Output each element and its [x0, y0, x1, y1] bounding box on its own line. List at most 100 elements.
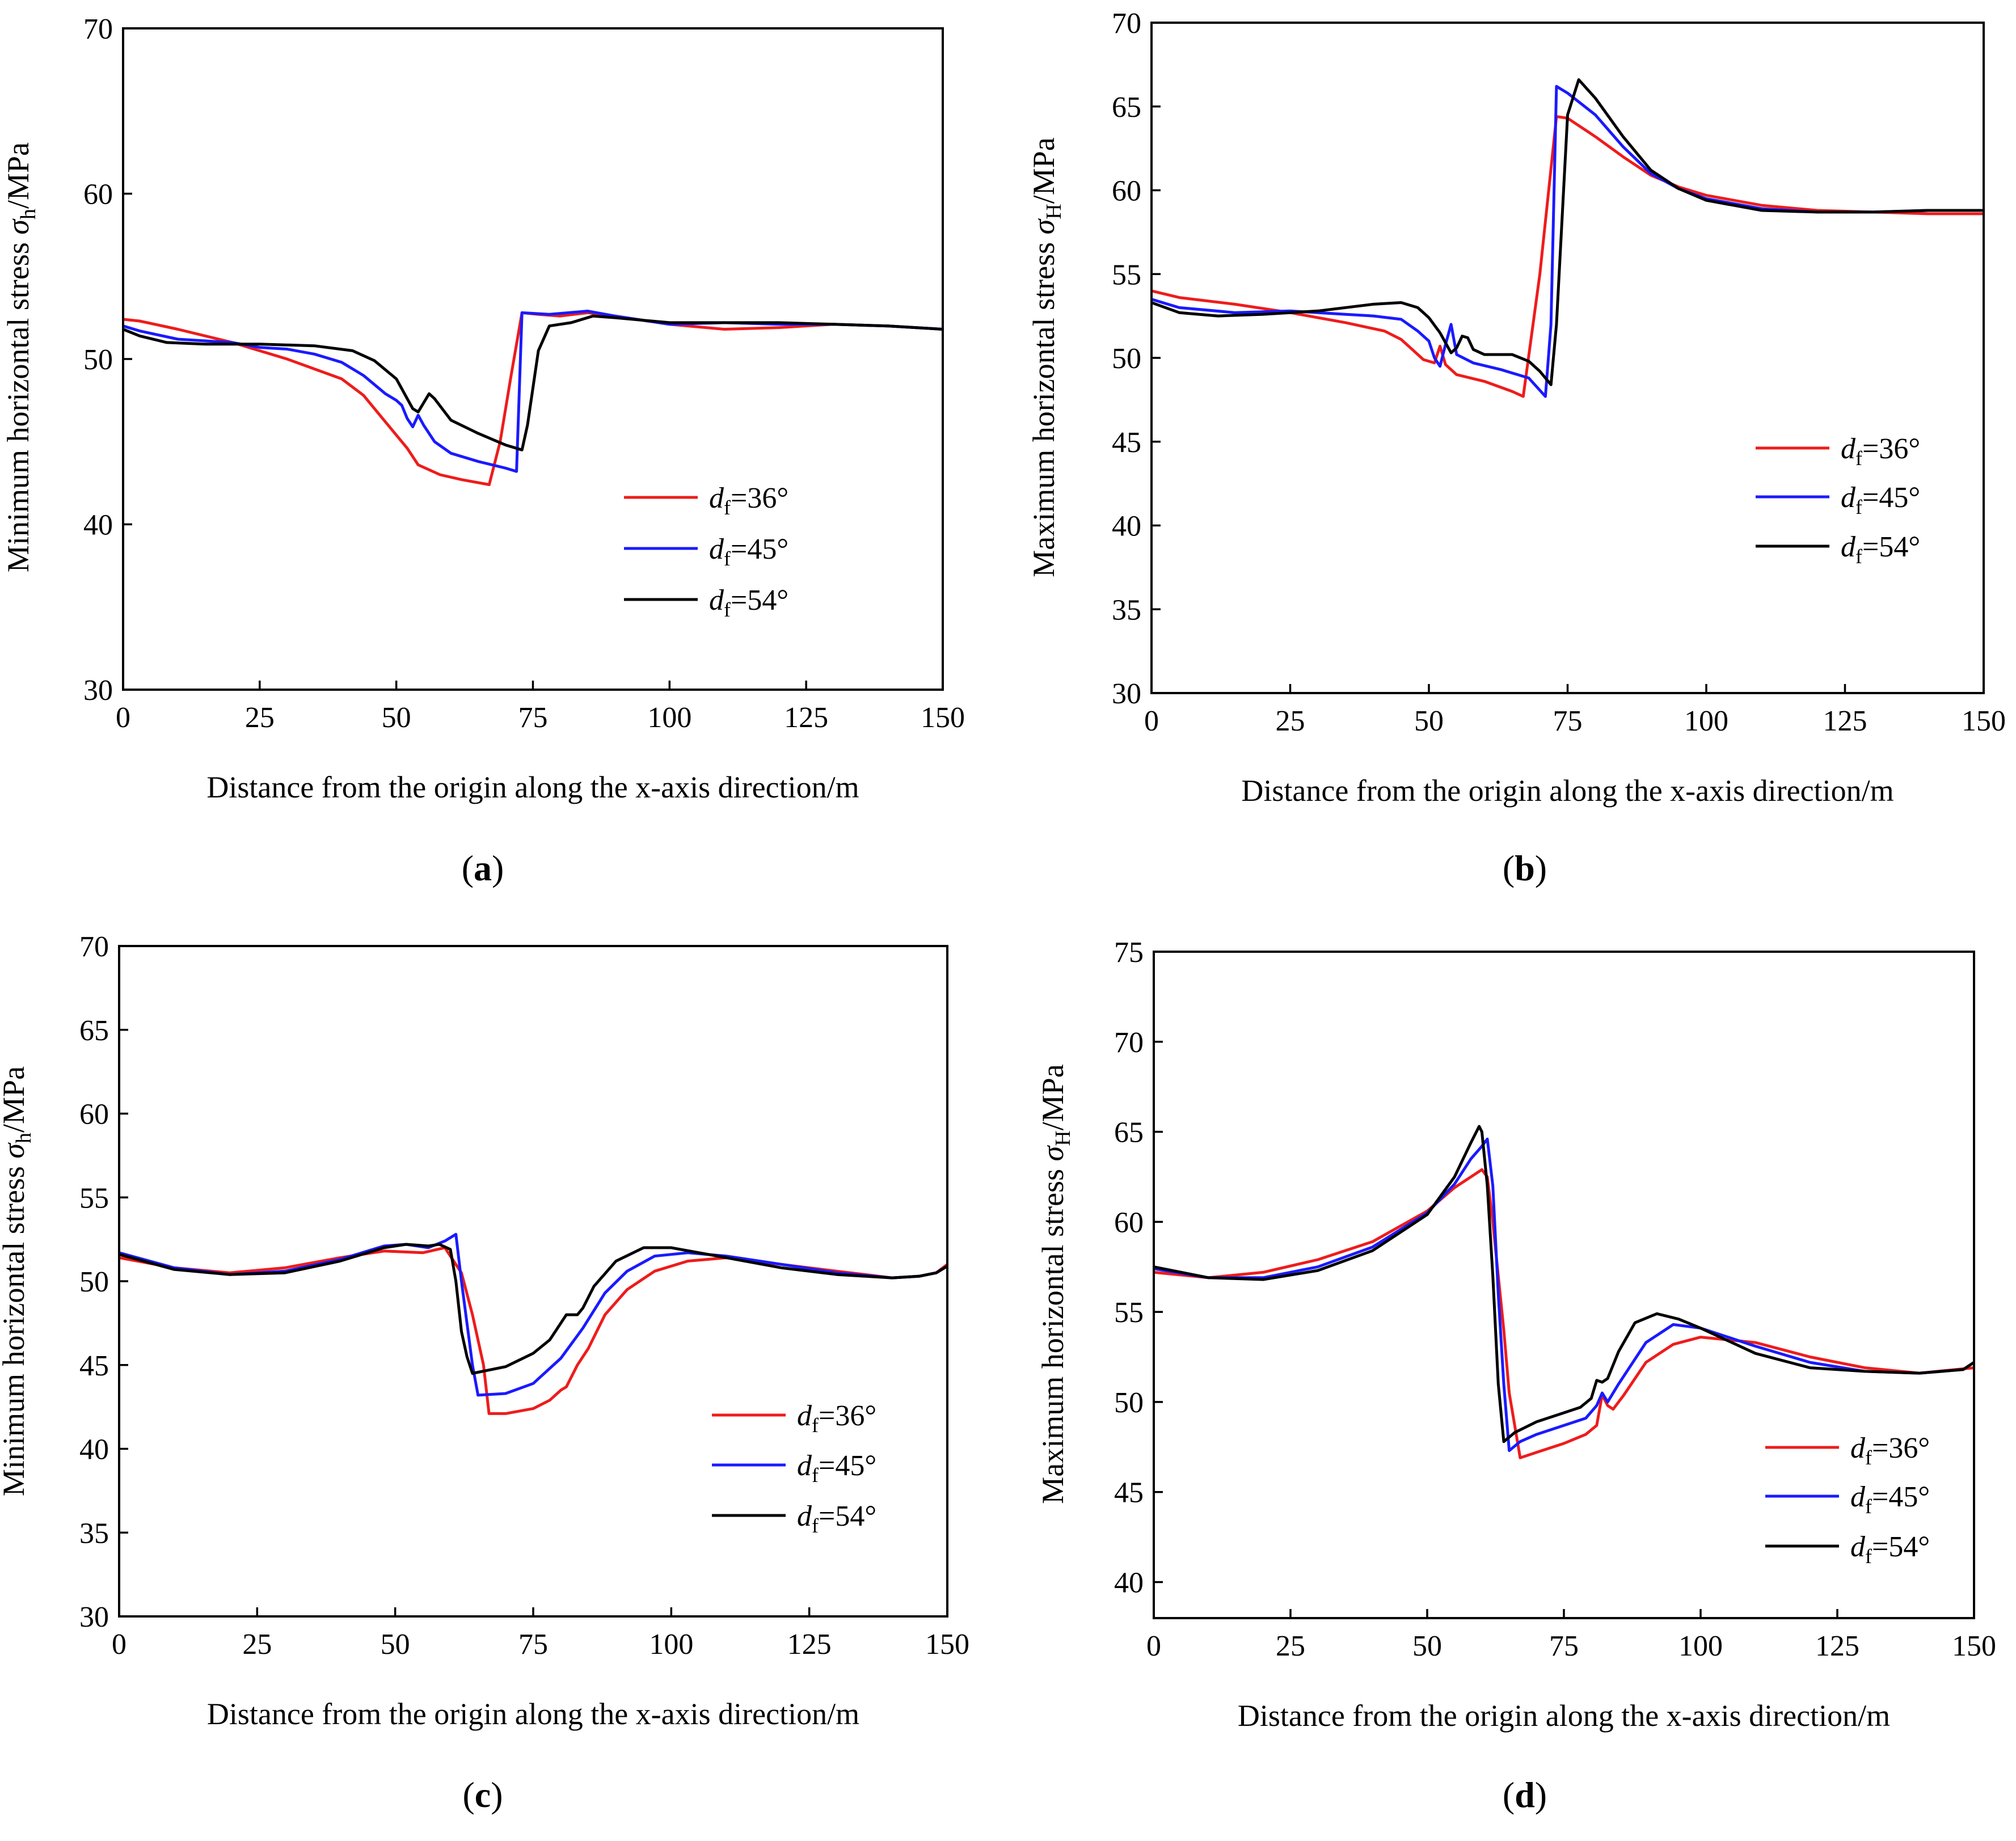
x-tick-label: 25 [1276, 705, 1305, 737]
series-line-s45 [1153, 1137, 1975, 1452]
x-tick-label: 150 [1952, 1630, 1996, 1662]
legend-label: df=45° [1841, 482, 1920, 518]
y-axis-title: Maximum horizontal stress σH/MPa [1027, 137, 1066, 577]
y-tick-label: 50 [1114, 1387, 1144, 1419]
x-tick-label: 100 [1678, 1630, 1723, 1662]
x-tick-label: 125 [1815, 1630, 1859, 1662]
y-tick-label: 50 [79, 1266, 109, 1298]
x-tick-label: 125 [787, 1628, 832, 1661]
legend-label: df=36° [1841, 433, 1920, 470]
series-line-s36 [1151, 115, 1984, 398]
x-tick-label: 0 [116, 702, 130, 734]
y-tick-label: 40 [1114, 1566, 1144, 1599]
y-tick-label: 65 [1112, 91, 1141, 124]
y-axis-title: Minimum horizontal stress σh/MPa [0, 1066, 36, 1496]
legend-label: df=36° [797, 1400, 876, 1437]
legend-label: df=54° [709, 584, 788, 621]
x-tick-label: 50 [1414, 705, 1444, 737]
legend: df=36° df=45° df=54° [624, 482, 788, 621]
y-axis-title: Maximum horizontal stress σH/MPa [1036, 1064, 1075, 1504]
panel-d: 0 25 50 75 100 125 150 40 45 50 55 60 65 70 75 Distance… [1036, 936, 1996, 1815]
y-tick-label: 55 [1114, 1297, 1144, 1329]
y-tick-label: 60 [79, 1099, 109, 1131]
y-tick-label: 60 [83, 179, 113, 211]
y-tick-label: 70 [1112, 7, 1141, 40]
panel-label: (b) [1503, 848, 1547, 888]
series-group [1153, 1125, 1975, 1459]
series-line-s45 [119, 1232, 948, 1397]
x-tick-label: 75 [518, 1628, 548, 1661]
y-tick-label: 50 [1112, 343, 1141, 375]
y-tick-label: 50 [83, 344, 113, 376]
series-group [1151, 78, 1984, 398]
series-line-s54 [1151, 78, 1984, 386]
x-tick-label: 125 [784, 702, 828, 734]
y-axis-title: Minimum horizontal stress σh/MPa [1, 142, 40, 572]
y-tick-label: 70 [1114, 1027, 1144, 1059]
series-line-s45 [1151, 85, 1984, 398]
y-tick-label: 60 [1112, 175, 1141, 208]
y-tick-label: 30 [1112, 678, 1141, 710]
x-tick-label: 0 [1144, 705, 1159, 737]
x-tick-label: 100 [649, 1628, 693, 1661]
y-tick-label: 70 [79, 931, 109, 963]
y-tick-label: 40 [83, 509, 113, 542]
x-tick-label: 75 [518, 702, 548, 734]
y-tick-label: 40 [79, 1434, 109, 1466]
y-tick-label: 55 [1112, 259, 1141, 291]
legend-label: df=54° [1841, 531, 1920, 568]
x-axis-title: Distance from the origin along the x-axi… [207, 1697, 859, 1731]
series-line-s36 [1153, 1168, 1975, 1459]
panel-label: (c) [462, 1775, 503, 1815]
x-tick-label: 50 [382, 702, 411, 734]
legend-label: df=45° [709, 533, 788, 570]
y-tick-label: 35 [79, 1517, 109, 1549]
legend: df=36° df=45° df=54° [1765, 1432, 1930, 1568]
series-line-s54 [119, 1243, 948, 1375]
x-tick-label: 150 [925, 1628, 969, 1661]
legend: df=36° df=45° df=54° [1756, 433, 1920, 568]
y-tick-label: 45 [1114, 1477, 1144, 1509]
x-tick-label: 0 [112, 1628, 126, 1661]
x-tick-label: 50 [381, 1628, 410, 1661]
y-tick-label: 30 [79, 1601, 109, 1633]
y-tick-label: 55 [79, 1182, 109, 1214]
legend-label: df=36° [709, 482, 788, 519]
x-tick-label: 25 [245, 702, 275, 734]
x-tick-label: 75 [1549, 1630, 1579, 1662]
series-group [119, 1232, 948, 1415]
panel-label: (a) [462, 848, 504, 888]
y-tick-label: 35 [1112, 594, 1141, 626]
x-tick-label: 150 [1962, 705, 2006, 737]
plot-frame [122, 27, 944, 691]
x-axis-title: Distance from the origin along the x-axi… [206, 770, 859, 804]
y-tick-label: 30 [83, 674, 113, 707]
y-tick-label: 45 [1112, 427, 1141, 459]
y-tick-label: 65 [1114, 1117, 1144, 1149]
plot-frame [1153, 951, 1975, 1619]
y-tick-label: 45 [79, 1350, 109, 1382]
legend-label: df=54° [1850, 1531, 1930, 1568]
x-tick-label: 100 [1684, 705, 1728, 737]
series-line-s54 [123, 314, 943, 451]
x-tick-label: 100 [647, 702, 691, 734]
series-line-s45 [123, 310, 943, 473]
x-axis-title: Distance from the origin along the x-axi… [1241, 774, 1893, 808]
x-tick-label: 25 [1276, 1630, 1305, 1662]
x-tick-label: 25 [242, 1628, 272, 1661]
panel-a: 0 25 50 75 100 125 150 30 40 50 60 70 Distance from … [1, 13, 965, 888]
panel-label: (d) [1503, 1775, 1547, 1815]
y-tick-label: 75 [1114, 936, 1144, 969]
y-tick-label: 40 [1112, 510, 1141, 543]
series-line-s36 [123, 311, 943, 486]
y-tick-label: 70 [83, 13, 113, 45]
x-tick-label: 50 [1412, 1630, 1442, 1662]
x-tick-label: 125 [1823, 705, 1867, 737]
legend-label: df=45° [1850, 1481, 1930, 1518]
panel-b: 0 25 50 75 100 125 150 30 35 40 45 50 55 60 65 70 Distan… [1027, 7, 2006, 888]
legend: df=36° df=45° df=54° [712, 1400, 876, 1537]
x-tick-label: 0 [1146, 1630, 1161, 1662]
legend-label: df=45° [797, 1450, 876, 1487]
y-tick-label: 60 [1114, 1206, 1144, 1239]
